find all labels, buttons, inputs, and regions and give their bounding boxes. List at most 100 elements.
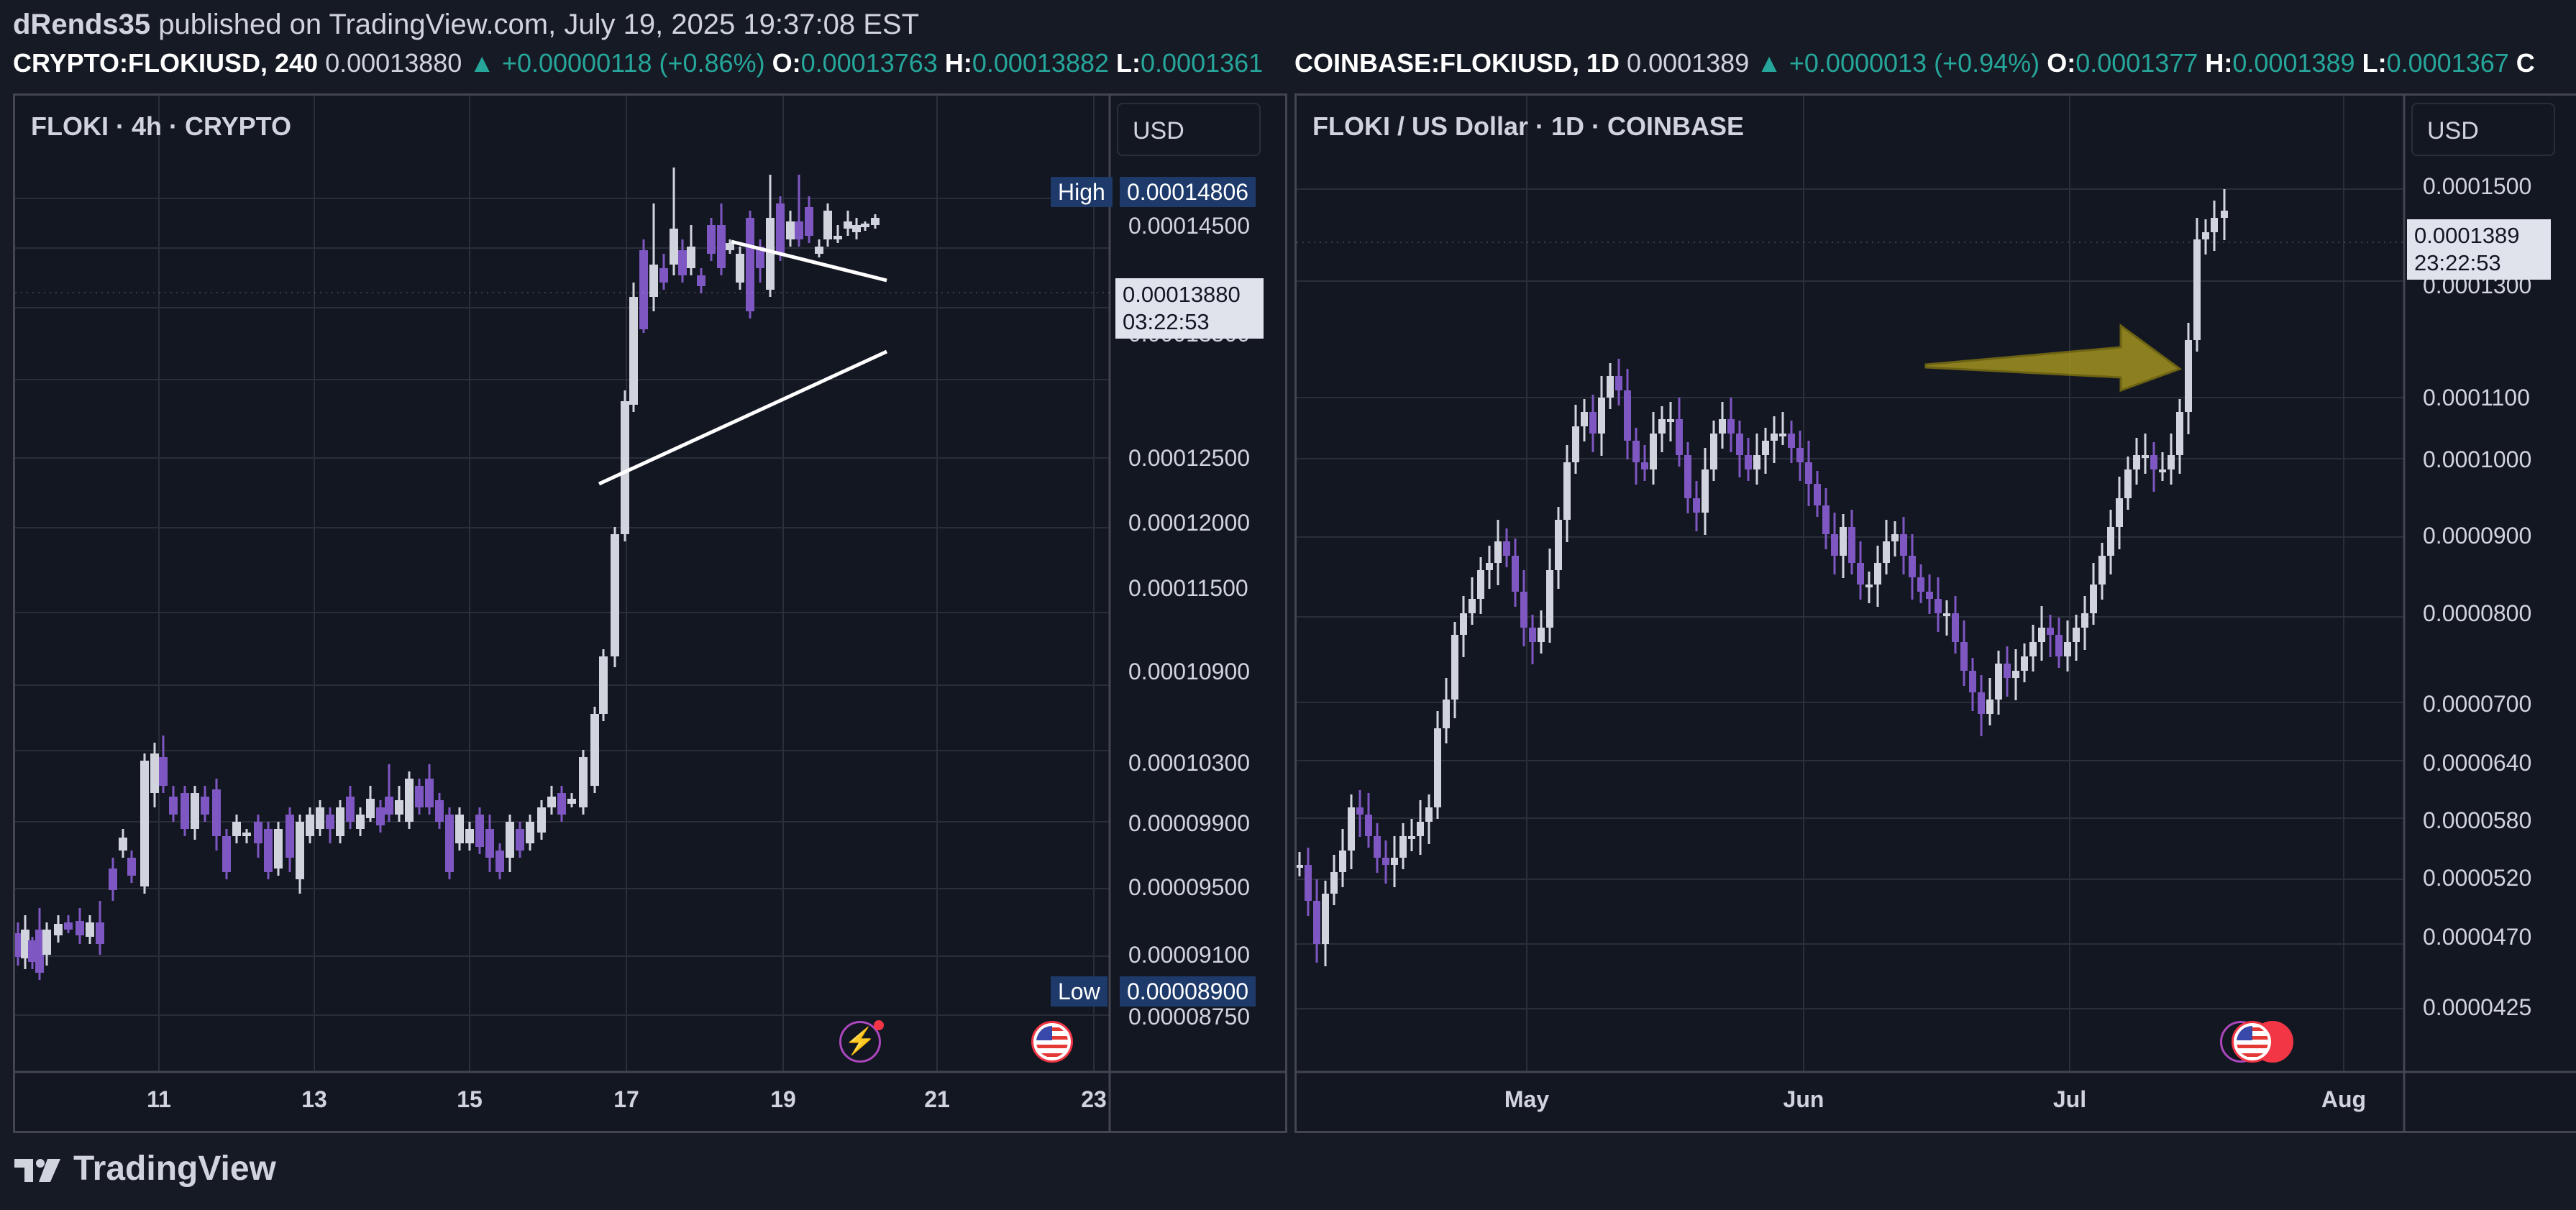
right-candle-body (1822, 505, 1830, 534)
right-candle-body (1624, 390, 1631, 441)
right-candle-body (1814, 484, 1821, 505)
left-candle-body (64, 922, 73, 930)
left-candle-body (795, 221, 803, 239)
left-price-tick: 0.00010300 (1128, 750, 1251, 776)
right-candle-body (1986, 700, 1993, 714)
left-triangle-upper-line (731, 239, 887, 283)
right-candle-body (1865, 585, 1873, 587)
tradingview-brand: TradingView (73, 1150, 276, 1188)
right-candle-body (2064, 642, 2071, 656)
left-candle-body (385, 797, 393, 815)
right-h-label: H: (2205, 48, 2233, 78)
right-candle-body (1348, 807, 1355, 851)
left-candle-body (678, 250, 687, 275)
right-candle-body (1693, 498, 1700, 513)
lightning-icon[interactable]: ⚡ (839, 1021, 881, 1063)
right-last-price: 0.0001389 (2414, 223, 2520, 248)
left-candle-body (356, 815, 365, 829)
right-o: 0.0001377 (2075, 48, 2198, 78)
right-candle-body (1796, 448, 1804, 462)
publish-text: published on TradingView.com, July 19, 2… (150, 9, 920, 40)
right-candle-body (1771, 434, 1778, 441)
left-countdown: 03:22:53 (1123, 309, 1210, 334)
left-candle-body (445, 815, 454, 872)
right-price-tick: 0.0001000 (2423, 446, 2532, 472)
left-l-label: L: (1116, 48, 1141, 78)
right-candle-body (1926, 592, 1933, 599)
left-candle-body (181, 793, 189, 829)
left-candle-body (264, 829, 273, 872)
left-currency-button[interactable]: USD (1117, 103, 1261, 156)
left-candle-body (844, 221, 852, 229)
right-candle-body (1382, 858, 1389, 865)
right-currency-button[interactable]: USD (2411, 103, 2555, 156)
left-candle-body (485, 829, 494, 858)
right-chart-canvas[interactable] (1297, 96, 2576, 1131)
right-candle-body (1805, 462, 1812, 484)
left-candle-body (547, 797, 556, 807)
right-date-tick: Aug (2321, 1086, 2367, 1112)
left-change: ▲ +0.00000118 (+0.86%) (469, 48, 765, 78)
right-candle-body (2133, 455, 2140, 469)
left-price-tick: 0.00012500 (1128, 445, 1251, 471)
right-candle-body (1943, 613, 1950, 616)
right-candle-body (1477, 570, 1484, 599)
right-candle-body (1313, 901, 1320, 944)
left-high-value: 0.00014806 (1120, 177, 1256, 207)
right-candle-body (1857, 563, 1864, 585)
right-last-price-box: 0.0001389 23:22:53 (2407, 219, 2551, 280)
right-candle-body (2004, 664, 2011, 678)
right-candle-body (1305, 865, 1312, 901)
left-chart-panel[interactable]: FLOKI · 4h · CRYPTO USD 0.00014500 0.0001… (13, 93, 1287, 1133)
right-candle-body (2081, 613, 2088, 628)
right-candle-body (1632, 441, 1640, 462)
right-candle-body (1935, 599, 1942, 613)
right-candle-body (1581, 412, 1588, 426)
right-candle-body (1702, 469, 1709, 513)
left-date-tick: 17 (613, 1086, 639, 1112)
right-candle-body (1297, 865, 1303, 868)
right-candle-body (1719, 419, 1726, 434)
tradingview-logo[interactable]: TradingView (13, 1149, 276, 1188)
right-price-tick: 0.0000900 (2423, 523, 2532, 549)
right-candle-body (1952, 613, 1959, 642)
right-candle-body (1917, 577, 1924, 592)
left-candle-body (159, 757, 168, 786)
right-o-label: O: (2047, 48, 2076, 78)
tradingview-logo-icon (14, 1159, 60, 1183)
right-chart-panel[interactable]: FLOKI / US Dollar · 1D · COINBASE USD 0.… (1294, 93, 2576, 1133)
left-symbol[interactable]: CRYPTO:FLOKIUSD, 240 (13, 48, 319, 78)
left-candle-body (599, 656, 608, 714)
left-candle-body (86, 922, 94, 937)
left-h-label: H: (944, 48, 972, 78)
left-chart-canvas[interactable] (15, 96, 1285, 1131)
right-candle-body (1503, 541, 1510, 556)
left-candle-body (639, 250, 648, 329)
left-candle-body (21, 930, 29, 958)
left-candle-body (786, 221, 795, 239)
left-candle-body (140, 761, 149, 886)
right-candle-body (2047, 628, 2054, 635)
author-name[interactable]: dRends35 (13, 9, 151, 40)
right-candle-body (1330, 872, 1338, 894)
left-chart-title: FLOKI · 4h · CRYPTO (31, 111, 292, 141)
right-candle-body (1684, 455, 1691, 498)
left-candle-body (366, 799, 375, 818)
right-candle-body (1779, 434, 1786, 436)
us-flag-icon[interactable] (1031, 1021, 1073, 1063)
left-candle-body (629, 297, 638, 405)
right-candle-body (1520, 592, 1527, 628)
left-price-tick: 0.00009500 (1128, 874, 1251, 900)
left-candle-body (756, 247, 764, 268)
right-candle-body (1736, 434, 1743, 455)
left-candle-body (76, 921, 84, 935)
left-candle-body (395, 800, 403, 815)
left-candle-body (495, 851, 504, 872)
left-last: 0.00013880 (325, 48, 462, 78)
right-symbol[interactable]: COINBASE:FLOKIUSD, 1D (1294, 48, 1620, 78)
right-date-tick: Jul (2052, 1086, 2087, 1112)
left-low-value: 0.00008900 (1120, 976, 1256, 1007)
us-flag-icon-right[interactable] (2232, 1021, 2273, 1063)
right-price-tick: 0.0000640 (2423, 750, 2532, 776)
left-candle-body (109, 868, 117, 890)
